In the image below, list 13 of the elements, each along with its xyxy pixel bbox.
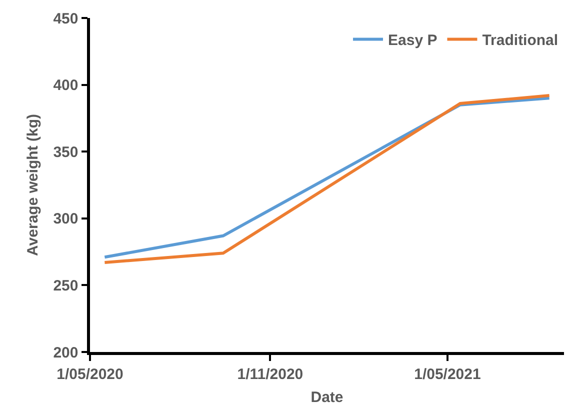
- y-tick-label: 400: [53, 77, 78, 94]
- y-axis-title: Average weight (kg): [24, 114, 42, 256]
- y-tick-label: 300: [53, 210, 78, 228]
- y-tick-label: 450: [53, 10, 78, 28]
- y-tick-label: 350: [53, 144, 78, 161]
- y-tick-label: 250: [53, 277, 78, 294]
- x-tick-label: 1/11/2020: [237, 366, 304, 383]
- y-tick-label: 200: [53, 344, 78, 362]
- legend-label: Easy P: [388, 32, 438, 50]
- legend-label: Traditional: [482, 32, 558, 50]
- x-tick-label: 1/05/2020: [56, 366, 124, 383]
- x-axis-title: Date: [310, 388, 344, 406]
- x-tick-label: 1/05/2021: [414, 366, 481, 383]
